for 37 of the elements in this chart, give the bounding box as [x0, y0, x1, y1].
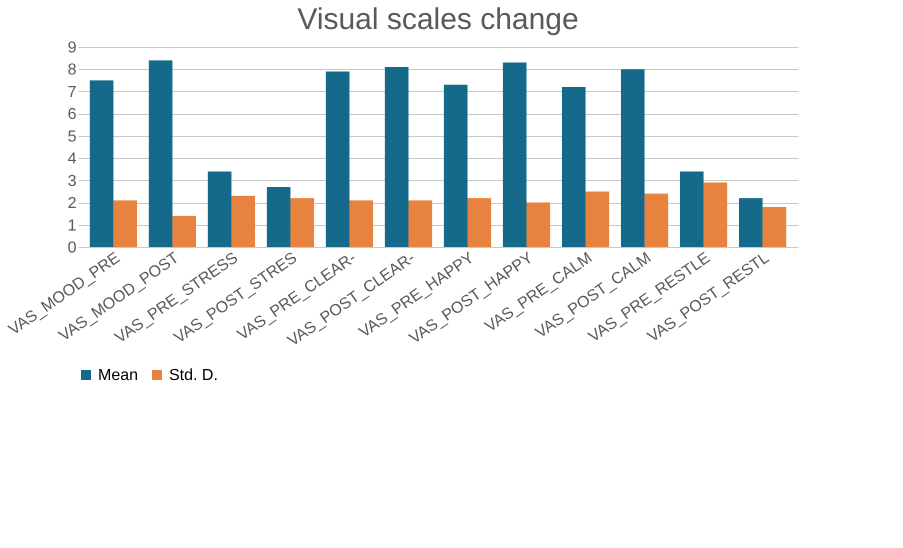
- bar: [384, 67, 408, 247]
- bar: [113, 200, 138, 247]
- bar: [468, 198, 492, 247]
- y-tick-label: 7: [68, 84, 77, 101]
- y-tick-label: 1: [68, 217, 77, 234]
- chart-title: Visual scales change: [297, 3, 579, 36]
- bar: [231, 196, 256, 247]
- bar: [620, 69, 645, 247]
- bar: [326, 71, 350, 247]
- y-tick-label: 3: [68, 172, 77, 190]
- bar: [680, 171, 704, 247]
- bar: [290, 198, 314, 247]
- bar: [586, 191, 610, 247]
- bar: [266, 187, 290, 247]
- bar: [762, 207, 786, 247]
- y-tick-label: 8: [68, 62, 77, 79]
- legend-label: Std. D.: [169, 367, 218, 384]
- bar: [444, 84, 468, 247]
- y-tick-label: 0: [68, 240, 77, 256]
- bar: [738, 198, 763, 247]
- y-tick-label: 2: [68, 195, 77, 212]
- bar: [562, 87, 586, 247]
- y-tick-label: 9: [68, 40, 77, 56]
- bar: [704, 182, 728, 247]
- bar: [208, 171, 232, 247]
- bar: [349, 200, 374, 247]
- bar: [526, 202, 550, 247]
- bar: [90, 80, 114, 247]
- bar: [502, 62, 527, 247]
- y-tick-label: 6: [68, 106, 77, 124]
- y-tick-label: 5: [68, 128, 77, 146]
- bar: [408, 200, 432, 247]
- bar: [148, 60, 172, 247]
- bar: [644, 194, 668, 247]
- legend-label: Mean: [98, 367, 138, 384]
- bar: [172, 216, 196, 247]
- y-tick-label: 4: [68, 150, 77, 168]
